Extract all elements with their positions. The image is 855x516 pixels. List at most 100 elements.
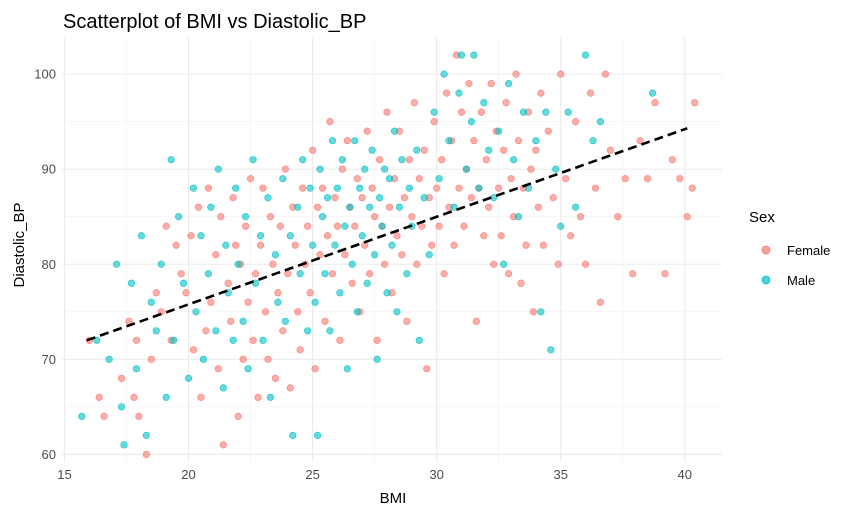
female-point — [212, 251, 220, 259]
male-point — [323, 194, 332, 202]
male-point — [229, 336, 237, 344]
female-point — [279, 327, 287, 335]
male-point — [435, 175, 443, 183]
male-point — [112, 260, 121, 268]
male-point — [294, 203, 302, 211]
male-point — [117, 403, 126, 411]
male-point — [445, 137, 453, 145]
male-point — [351, 137, 359, 145]
male-point — [204, 270, 212, 278]
male-point — [338, 156, 346, 164]
male-point — [480, 99, 488, 107]
female-point — [371, 213, 379, 221]
male-point — [557, 222, 565, 230]
male-point — [259, 336, 267, 344]
female-point — [549, 194, 557, 202]
female-point — [385, 203, 394, 211]
female-point — [562, 175, 570, 183]
female-point — [117, 374, 126, 382]
female-point — [567, 232, 575, 240]
male-point — [249, 156, 257, 164]
female-point — [651, 99, 659, 107]
male-point — [589, 137, 597, 145]
male-point — [132, 365, 141, 373]
female-point — [495, 184, 503, 192]
male-point — [405, 184, 413, 192]
male-point — [356, 184, 364, 192]
female-point — [189, 346, 198, 354]
female-point — [688, 184, 696, 192]
x-tick-label: 35 — [553, 467, 567, 482]
male-point — [648, 89, 657, 97]
female-point — [581, 260, 590, 268]
male-point — [184, 374, 193, 382]
female-point — [291, 241, 299, 249]
female-point — [621, 175, 629, 183]
male-point — [373, 355, 381, 363]
female-point — [147, 355, 155, 363]
female-point — [683, 213, 691, 221]
male-point — [363, 279, 371, 287]
tick-labels: 15 20 25 30 35 40 60 70 80 90 100 — [34, 67, 692, 482]
male-point — [105, 355, 113, 363]
male-point — [390, 127, 399, 135]
male-point — [348, 260, 356, 268]
female-point — [306, 289, 314, 297]
male-point — [219, 384, 227, 392]
y-tick-label: 70 — [42, 352, 56, 367]
y-tick-label: 80 — [42, 257, 56, 272]
male-point — [358, 232, 366, 240]
female-point — [405, 156, 413, 164]
male-point — [212, 327, 220, 335]
female-point — [353, 175, 361, 183]
male-point — [192, 308, 200, 316]
female-point — [383, 108, 391, 116]
male-point — [234, 260, 242, 268]
male-point — [286, 232, 294, 240]
male-point — [232, 184, 240, 192]
male-point — [333, 184, 342, 192]
male-point — [326, 327, 334, 335]
male-point — [366, 203, 374, 211]
female-point — [514, 137, 523, 145]
female-point — [467, 194, 475, 202]
male-point — [120, 441, 128, 449]
male-point — [341, 222, 349, 230]
female-point — [358, 194, 366, 202]
male-point — [500, 260, 508, 268]
male-point — [199, 355, 208, 363]
female-point — [460, 222, 468, 230]
female-point — [380, 260, 389, 268]
x-tick-label: 30 — [429, 467, 443, 482]
female-point — [450, 241, 458, 249]
male-point — [289, 431, 297, 439]
female-point — [172, 241, 180, 249]
male-point — [127, 279, 136, 287]
female-point — [254, 393, 262, 401]
female-point — [366, 270, 374, 278]
x-tick-label: 25 — [305, 467, 319, 482]
female-point — [502, 99, 510, 107]
female-point — [246, 175, 255, 183]
male-point — [375, 194, 384, 202]
female-point — [343, 137, 351, 145]
female-point — [197, 393, 205, 401]
female-point — [336, 336, 344, 344]
legend: Sex Female Male — [749, 209, 830, 288]
male-point — [403, 270, 411, 278]
male-point — [413, 146, 421, 154]
female-point — [162, 222, 170, 230]
male-point — [222, 241, 230, 249]
male-point — [395, 203, 404, 211]
male-point — [361, 165, 369, 173]
male-point — [509, 156, 518, 164]
male-point — [271, 251, 279, 259]
male-point — [393, 308, 401, 316]
female-point — [435, 222, 443, 230]
male-point — [137, 232, 145, 240]
y-axis-title: Diastolic_BP — [11, 202, 28, 287]
female-point — [482, 156, 490, 164]
male-point — [328, 137, 337, 145]
female-point — [135, 412, 143, 420]
female-point — [477, 108, 485, 116]
